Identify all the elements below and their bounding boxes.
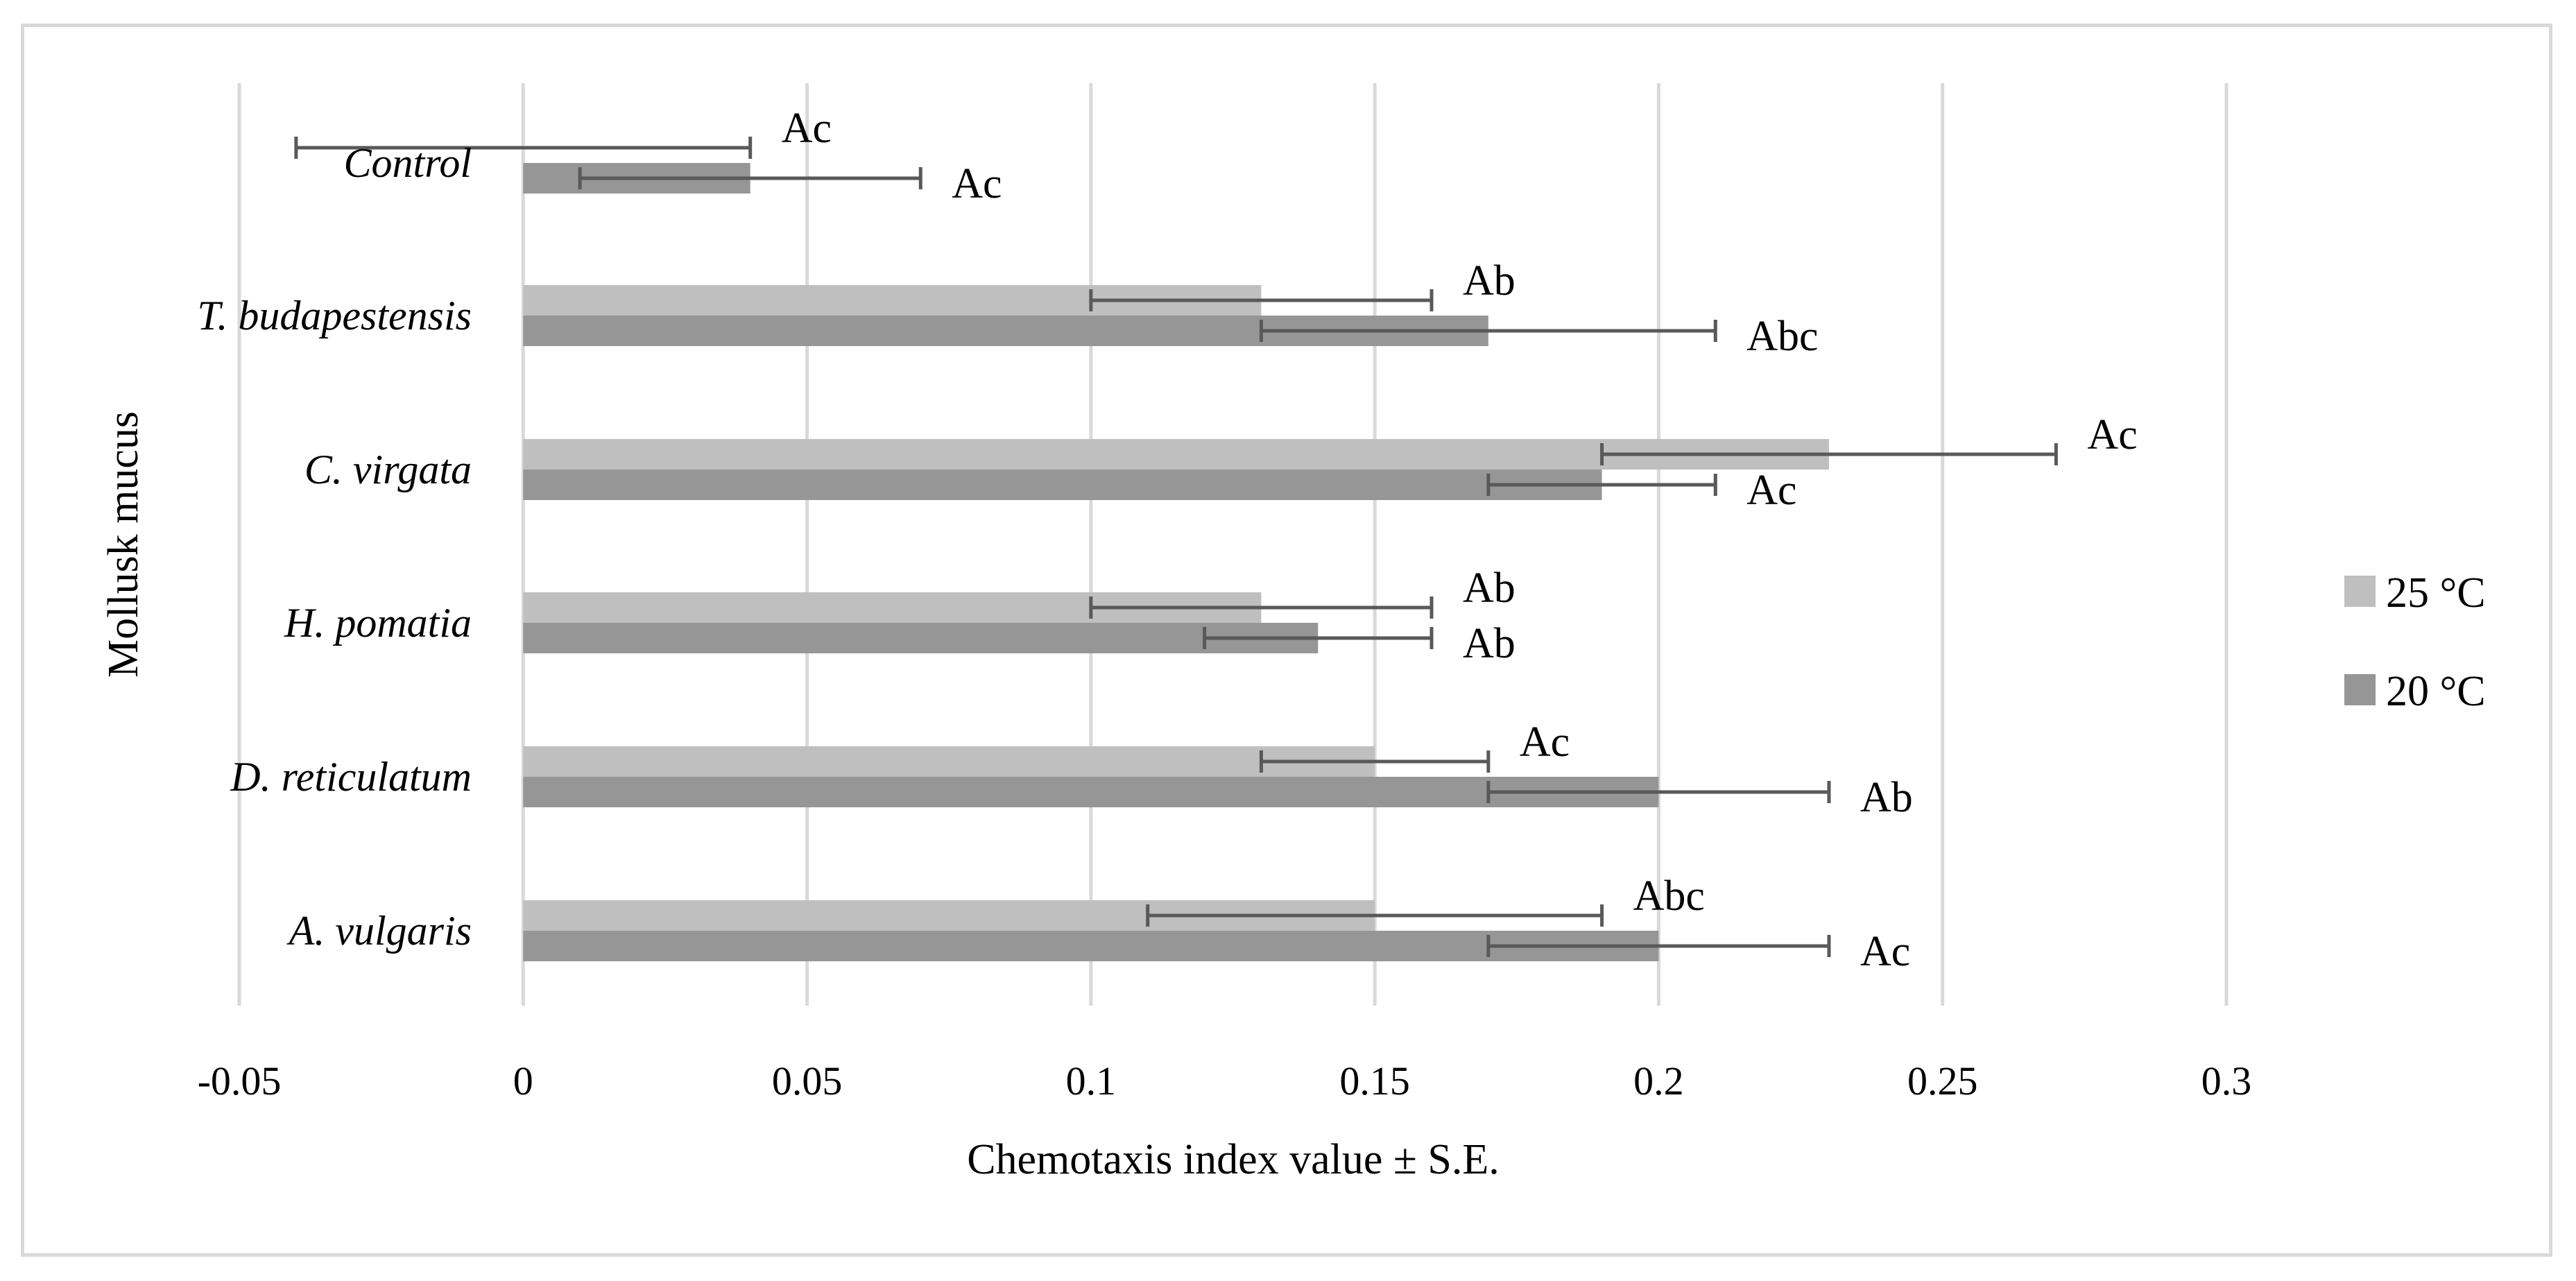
x-tick-label: -0.05 bbox=[198, 1058, 282, 1103]
gridlines bbox=[237, 83, 2229, 1006]
legend-swatch-20c bbox=[2344, 674, 2376, 705]
category-label: Control bbox=[344, 140, 472, 186]
significance-label: Ab bbox=[1463, 257, 1515, 304]
legend-label-25c: 25 °C bbox=[2386, 569, 2486, 617]
legend-label-20c: 20 °C bbox=[2386, 668, 2486, 715]
x-tick-label: 0 bbox=[513, 1058, 533, 1103]
significance-label: Ab bbox=[1463, 565, 1515, 612]
bar-20c bbox=[523, 777, 1659, 807]
category-label: H. pomatia bbox=[284, 600, 472, 646]
significance-label: Abc bbox=[1633, 872, 1705, 920]
significance-label: Ac bbox=[1520, 719, 1570, 766]
legend-swatch-25c bbox=[2344, 576, 2376, 607]
significance-label: Ac bbox=[1860, 928, 1910, 975]
x-tick-label: 0.05 bbox=[772, 1058, 843, 1103]
bar-20c bbox=[523, 623, 1319, 653]
significance-label: Ac bbox=[1746, 467, 1796, 514]
significance-label: Ab bbox=[1860, 774, 1913, 821]
x-tick-label: 0.3 bbox=[2201, 1058, 2252, 1103]
x-axis-title: Chemotaxis index value ± S.E. bbox=[967, 1136, 1500, 1183]
significance-label: Ac bbox=[952, 160, 1002, 207]
category-label: T. budapestensis bbox=[197, 293, 472, 338]
bar-20c bbox=[523, 931, 1659, 961]
significance-label: Abc bbox=[1746, 313, 1818, 360]
bars bbox=[523, 163, 1830, 961]
category-label: A. vulgaris bbox=[286, 908, 472, 954]
category-label: C. virgata bbox=[304, 447, 472, 492]
error-bars bbox=[294, 137, 2058, 957]
chart-text: Chemotaxis index value ± S.E. Mollusk mu… bbox=[100, 105, 2251, 1183]
significance-label: Ac bbox=[782, 105, 832, 152]
x-tick-label: 0.2 bbox=[1633, 1058, 1684, 1103]
bar-20c bbox=[523, 470, 1602, 500]
x-tick-label: 0.25 bbox=[1907, 1058, 1978, 1103]
x-tick-label: 0.1 bbox=[1066, 1058, 1117, 1103]
y-axis-title: Mollusk mucus bbox=[100, 411, 147, 678]
bar-25c bbox=[523, 746, 1375, 777]
category-label: D. reticulatum bbox=[230, 754, 472, 800]
x-tick-label: 0.15 bbox=[1339, 1058, 1410, 1103]
significance-label: Ac bbox=[2087, 411, 2137, 458]
legend: 25 °C 20 °C bbox=[2344, 569, 2486, 715]
significance-label: Ab bbox=[1463, 620, 1515, 667]
